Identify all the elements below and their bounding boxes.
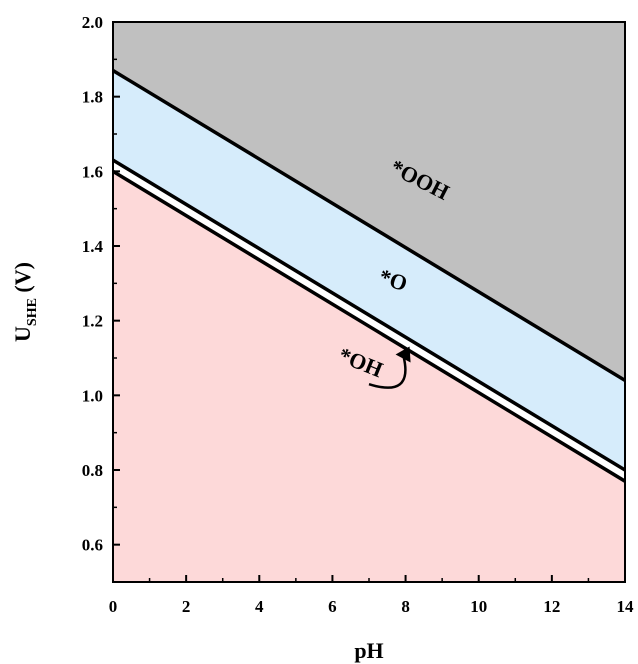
y-axis-title: USHE (V) xyxy=(10,262,40,342)
x-tick-label: 14 xyxy=(617,597,635,616)
boundary-line-1 xyxy=(113,69,625,382)
boundary-line-3 xyxy=(113,169,625,483)
y-tick-label: 1.4 xyxy=(82,237,104,256)
y-axis-title-main: U xyxy=(10,326,35,342)
y-tick-label: 2.0 xyxy=(82,13,103,32)
y-tick-label: 1.0 xyxy=(82,386,103,405)
y-axis-title-unit: (V) xyxy=(10,262,35,298)
y-tick-label: 0.6 xyxy=(82,536,103,555)
y-tick-label: 1.6 xyxy=(82,162,103,181)
oh-arrow-shaft xyxy=(368,356,407,389)
x-axis-title: pH xyxy=(354,638,383,663)
x-tick-label: 4 xyxy=(255,597,264,616)
x-tick-label: 8 xyxy=(401,597,410,616)
oh-arrow-head xyxy=(395,346,411,363)
boundary-line-2 xyxy=(113,158,625,472)
region-o xyxy=(113,70,625,471)
x-tick-label: 2 xyxy=(182,597,191,616)
region-ooh xyxy=(113,22,625,381)
x-tick-label: 10 xyxy=(470,597,487,616)
y-axis-title-sub: SHE xyxy=(25,298,40,326)
y-tick-label: 0.8 xyxy=(82,461,103,480)
x-tick-label: 6 xyxy=(328,597,337,616)
x-tick-label: 0 xyxy=(109,597,118,616)
x-tick-label: 12 xyxy=(543,597,560,616)
y-tick-label: 1.2 xyxy=(82,312,103,331)
y-tick-label: 1.8 xyxy=(82,88,103,107)
region-bottom xyxy=(113,171,625,582)
region-oh xyxy=(113,160,625,482)
